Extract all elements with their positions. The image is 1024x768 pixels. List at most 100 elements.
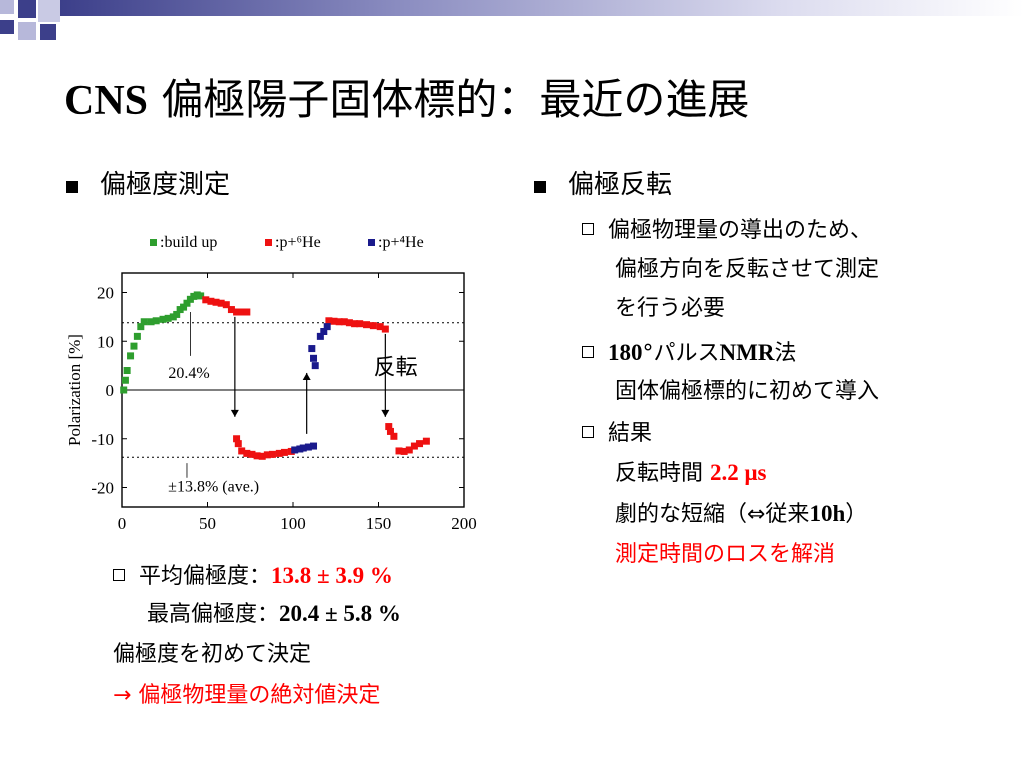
reduction-close: ） (845, 502, 868, 527)
data-point (238, 308, 246, 316)
data-point (227, 306, 235, 314)
hollow-bullet (582, 346, 594, 358)
data-point (164, 314, 172, 322)
data-point (212, 298, 220, 306)
y-tick-label: -10 (91, 430, 114, 449)
data-point (395, 447, 403, 455)
title-japanese: 偏極陽子固体標的：最近の進展 (148, 75, 750, 124)
absolute-value-text: → 偏極物理量の絶対値決定 (113, 683, 381, 708)
legend-label: :p+⁶He (275, 234, 321, 251)
data-point (233, 308, 241, 316)
data-point (159, 315, 167, 323)
data-point (243, 449, 251, 457)
data-point (345, 319, 353, 327)
data-point (120, 386, 128, 394)
data-point (304, 443, 312, 451)
avg-annotation: ±13.8% (ave.) (168, 479, 259, 496)
flip-time-label: 反転時間 (615, 461, 710, 486)
data-point (197, 292, 205, 300)
item3-line4: 測定時間のロスを解消 (615, 542, 836, 567)
item2-nmr: NMR (719, 340, 775, 365)
data-point (400, 447, 408, 455)
header-decoration (0, 0, 1024, 40)
data-point (308, 345, 316, 353)
item2-method: 法 (774, 341, 797, 366)
data-point (130, 342, 138, 350)
previous-time: 10h (809, 501, 846, 526)
data-point (180, 303, 188, 311)
data-point (310, 442, 318, 450)
data-point (121, 376, 129, 384)
flip-arrow-2-head (302, 372, 311, 380)
data-point (217, 299, 225, 307)
y-tick-label: 0 (106, 381, 115, 400)
item3-text: 結果 (608, 421, 653, 446)
peak-annotation: 20.4% (168, 365, 209, 382)
data-point (123, 367, 131, 374)
data-point (385, 423, 393, 431)
data-point (311, 362, 319, 370)
data-point (233, 435, 241, 443)
data-point (152, 317, 160, 325)
item3-line3: 劇的な短縮（⇔従来10h） (615, 499, 867, 530)
data-point (243, 308, 251, 316)
x-tick-label: 50 (199, 514, 216, 533)
x-tick-label: 0 (118, 514, 127, 533)
legend-swatch (368, 239, 375, 246)
item1-line1: 偏極物理量の導出のため、 (582, 216, 872, 246)
data-point (275, 449, 283, 457)
hollow-bullet (113, 569, 125, 581)
data-point (183, 299, 191, 307)
data-point (268, 450, 276, 458)
data-point (263, 451, 271, 459)
data-point (280, 448, 288, 456)
legend-label: :build up (160, 234, 217, 251)
data-point (410, 442, 418, 450)
flip-time-value: 2.2 μs (710, 460, 767, 485)
left-heading: 偏極度測定 (100, 170, 231, 200)
data-point (202, 296, 210, 304)
item3-line1: 結果 (582, 419, 652, 449)
data-point (258, 452, 266, 460)
item2-pulse: °パルス (642, 341, 720, 366)
avg-polarization-row: 平均偏極度：13.8 ± 3.9 % (113, 561, 393, 592)
bullet-square (534, 181, 546, 193)
data-point (330, 317, 338, 325)
data-point (299, 444, 307, 452)
item1-line3: を行う必要 (615, 296, 726, 321)
data-point (238, 447, 246, 455)
max-label: 最高偏極度： (147, 602, 280, 627)
data-point (133, 332, 141, 340)
legend-swatch (265, 239, 272, 246)
reduction-text: 劇的な短縮（⇔従来 (615, 502, 810, 527)
data-point (376, 323, 384, 331)
slide-title: CNS 偏極陽子固体標的：最近の進展 (64, 70, 749, 131)
data-point (234, 440, 242, 448)
avg-value: 13.8 ± 3.9 % (271, 563, 393, 588)
right-heading: 偏極反転 (568, 170, 673, 200)
y-tick-label: 20 (97, 284, 114, 303)
max-value: 20.4 ± 5.8 % (279, 601, 401, 626)
data-point (351, 320, 359, 328)
data-point (310, 354, 318, 362)
data-point (253, 452, 261, 460)
data-point (320, 328, 328, 335)
data-point (369, 322, 377, 330)
data-point (140, 318, 148, 326)
data-point (335, 318, 343, 326)
first-determination-text: 偏極度を初めて決定 (113, 642, 312, 667)
data-point (386, 427, 394, 435)
item2-line2: 固体偏極標的に初めて導入 (615, 379, 880, 404)
data-point (147, 318, 155, 326)
x-tick-label: 150 (366, 514, 392, 533)
y-tick-label: 10 (97, 332, 114, 351)
hollow-bullet (582, 426, 594, 438)
data-point (173, 310, 181, 318)
data-point (222, 301, 230, 309)
x-tick-label: 200 (451, 514, 477, 533)
data-point (356, 320, 364, 328)
data-point (325, 317, 333, 325)
data-point (137, 323, 145, 331)
data-point (363, 321, 371, 329)
max-polarization-row: 最高偏極度：20.4 ± 5.8 % (147, 599, 401, 630)
